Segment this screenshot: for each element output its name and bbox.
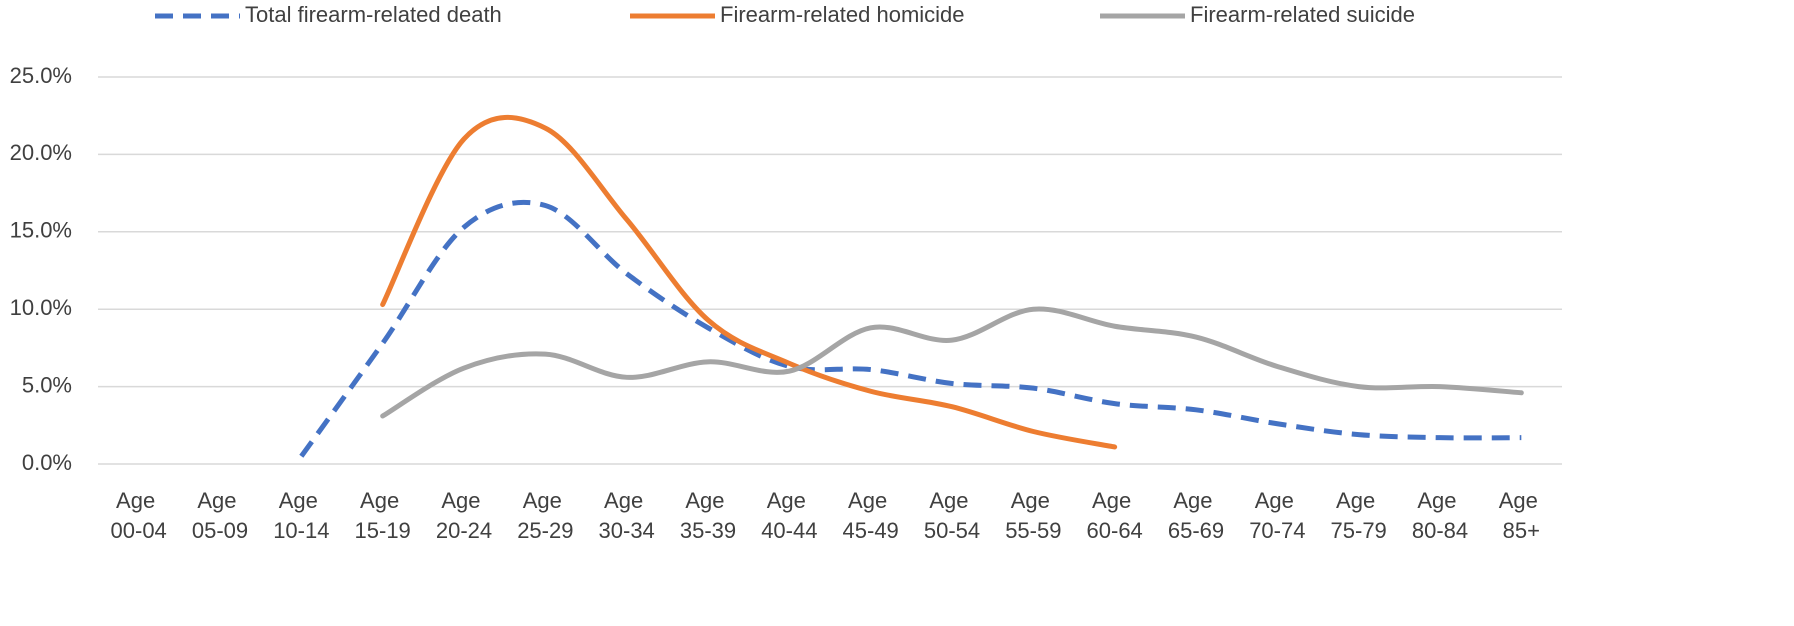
x-tick-label: Age 85+ [1499,488,1544,543]
series-line [299,199,1522,458]
x-tick-label: Age 55-59 [1005,488,1061,543]
x-tick-label: Age 65-69 [1168,488,1224,543]
x-tick-label: Age 10-14 [273,488,329,543]
y-tick-label: 15.0% [10,218,72,243]
x-tick-label: Age 00-04 [111,488,167,543]
y-tick-label: 25.0% [10,63,72,88]
x-tick-label: Age 45-49 [843,488,899,543]
series-line [380,114,1118,450]
x-tick-label: Age 35-39 [680,488,736,543]
x-tick-label: Age 80-84 [1412,488,1468,543]
series-line [380,306,1524,419]
legend-label: Firearm-related homicide [720,2,965,27]
x-tick-label: Age 70-74 [1249,488,1305,543]
y-tick-label: 20.0% [10,140,72,165]
y-tick-label: 10.0% [10,295,72,320]
y-tick-label: 0.0% [22,450,72,475]
x-tick-label: Age 25-29 [517,488,573,543]
x-tick-label: Age 60-64 [1087,488,1143,543]
x-tick-label: Age 75-79 [1331,488,1387,543]
x-tick-label: Age 30-34 [599,488,655,543]
legend-label: Total firearm-related death [245,2,502,27]
x-tick-label: Age 20-24 [436,488,492,543]
legend-label: Firearm-related suicide [1190,2,1415,27]
x-tick-label: Age 50-54 [924,488,980,543]
x-tick-label: Age 40-44 [761,488,817,543]
x-tick-label: Age 05-09 [192,488,248,543]
x-tick-label: Age 15-19 [355,488,411,543]
y-tick-label: 5.0% [22,372,72,397]
